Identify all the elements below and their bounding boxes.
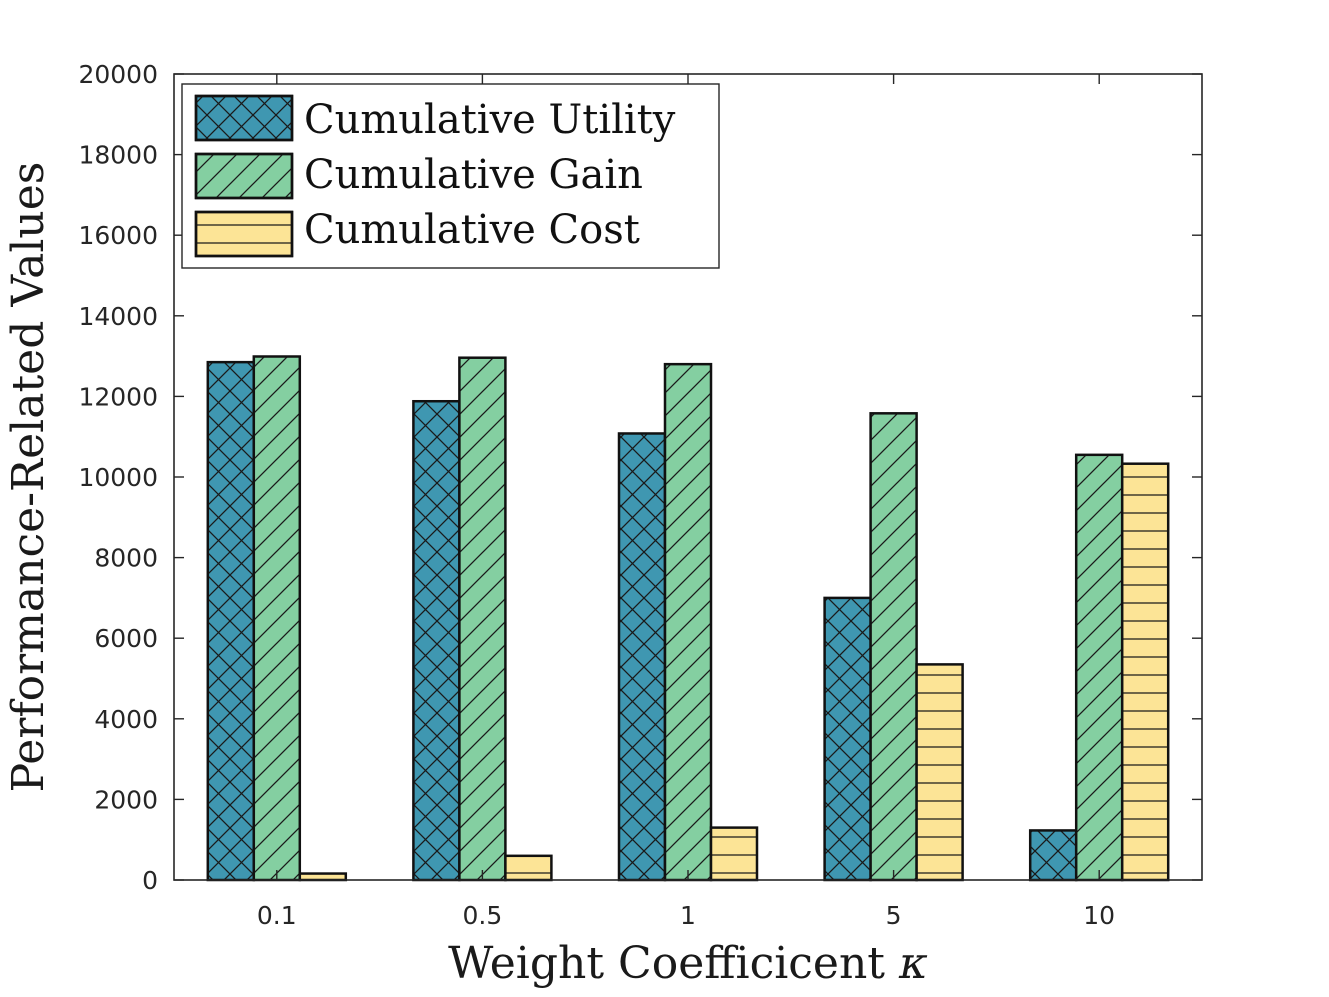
x-tick-label: 5 <box>886 901 902 930</box>
bar-cumulative-cost-5-hatch <box>915 663 964 882</box>
legend-swatch-gain-hatch <box>194 152 294 200</box>
legend-swatch-cost-hatch <box>194 210 294 258</box>
y-tick-label: 18000 <box>78 141 158 170</box>
x-tick-label: 1 <box>680 901 696 930</box>
bar-cumulative-gain-0_1-hatch <box>252 355 302 882</box>
x-tick-label: 0.5 <box>463 901 503 930</box>
bar-cumulative-gain-5-hatch <box>869 412 918 882</box>
bar-cumulative-cost-0_5-hatch <box>504 854 553 882</box>
bars <box>206 355 1170 882</box>
y-tick-label: 12000 <box>78 382 158 411</box>
y-tick-label: 8000 <box>94 544 158 573</box>
plot-area-frame <box>173 73 1203 881</box>
x-axis: 0.1 0.5 1 5 10 <box>257 74 1115 930</box>
y-tick-label: 2000 <box>94 785 158 814</box>
bar-cumulative-gain-10-hatch <box>1074 453 1124 882</box>
legend-label-utility: Cumulative Utility <box>304 97 676 143</box>
legend-item-utility: Cumulative Utility <box>194 94 676 143</box>
bar-cumulative-utility-5-hatch <box>823 596 872 882</box>
bar-cumulative-utility-0_1-hatch <box>206 360 256 882</box>
y-tick-label: 0 <box>142 866 158 895</box>
y-tick-label: 4000 <box>94 705 158 734</box>
bar-cumulative-utility-1-hatch <box>617 432 667 882</box>
legend-swatch-utility-hatch <box>194 94 294 142</box>
y-tick-label: 14000 <box>78 302 158 331</box>
x-axis-title-text: Weight Coefficicent <box>448 938 885 989</box>
y-axis-title: Performance-Related Values <box>3 162 54 793</box>
y-tick-label: 20000 <box>78 60 158 89</box>
bar-cumulative-cost-0_1-hatch <box>298 872 348 882</box>
bar-cumulative-gain-1-hatch <box>663 362 713 882</box>
y-axis: 0 2000 4000 6000 8000 10000 12000 14000 16000 180… <box>78 60 1202 895</box>
x-tick-label: 10 <box>1083 901 1115 930</box>
y-tick-label: 6000 <box>94 624 158 653</box>
legend-item-gain: Cumulative Gain <box>194 152 643 200</box>
bar-cumulative-gain-0_5-hatch <box>458 356 507 882</box>
y-tick-label: 10000 <box>78 463 158 492</box>
legend: Cumulative Utility Cumulative Gain Cumul… <box>181 83 720 269</box>
bar-cumulative-utility-10-hatch <box>1028 829 1078 882</box>
x-axis-title-symbol: κ <box>898 938 928 989</box>
bar-cumulative-utility-0_5-hatch <box>412 399 461 882</box>
legend-label-gain: Cumulative Gain <box>304 152 643 198</box>
legend-item-cost: Cumulative Cost <box>194 207 640 258</box>
legend-label-cost: Cumulative Cost <box>304 207 640 253</box>
x-axis-title: Weight Coefficicent κ <box>448 938 928 989</box>
y-tick-label: 16000 <box>78 221 158 250</box>
bar-cumulative-cost-10-hatch <box>1120 462 1170 882</box>
x-tick-label: 0.1 <box>257 901 297 930</box>
bar-cumulative-cost-1-hatch <box>709 826 759 882</box>
